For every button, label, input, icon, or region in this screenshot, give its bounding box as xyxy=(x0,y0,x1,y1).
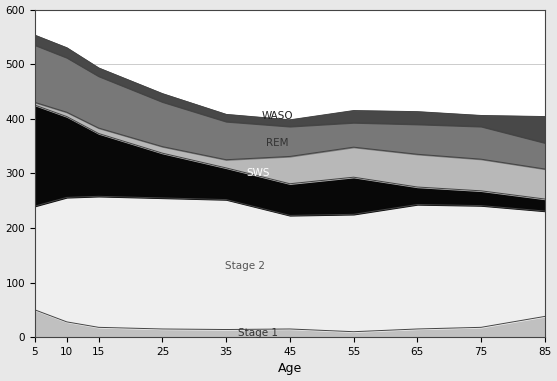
X-axis label: Age: Age xyxy=(278,362,302,375)
Text: WASO: WASO xyxy=(261,111,293,121)
Text: Sleep Latency: Sleep Latency xyxy=(241,96,314,106)
Text: REM: REM xyxy=(266,138,289,148)
Text: Stage 2: Stage 2 xyxy=(225,261,265,271)
Text: SWS: SWS xyxy=(246,168,270,178)
Text: Stage 1: Stage 1 xyxy=(238,328,278,338)
